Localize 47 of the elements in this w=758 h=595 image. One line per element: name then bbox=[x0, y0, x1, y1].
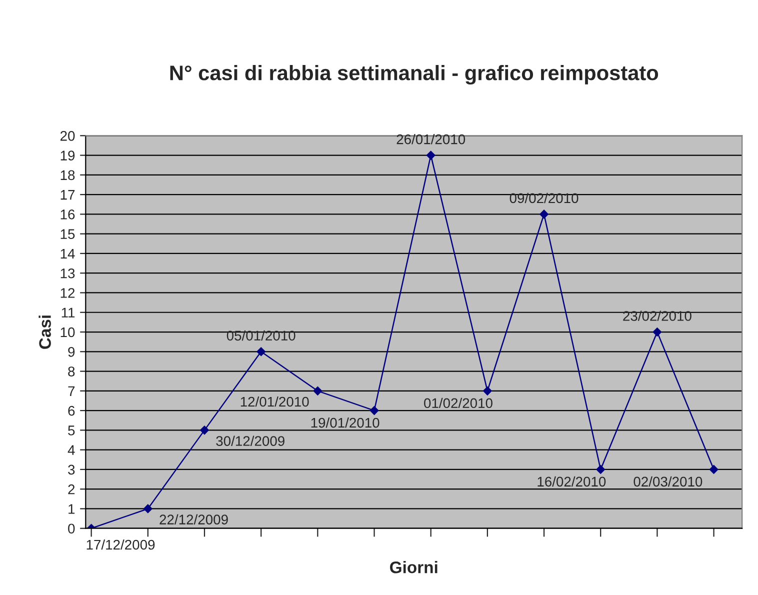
y-tick-label: 2 bbox=[68, 484, 75, 494]
point bbox=[256, 347, 266, 356]
point bbox=[596, 465, 606, 474]
annotation: 09/02/2010 bbox=[510, 192, 578, 204]
annotation: 02/03/2010 bbox=[634, 476, 702, 487]
point bbox=[652, 328, 662, 336]
y-axis-title: Casi bbox=[38, 316, 51, 349]
y-tick-label: 0 bbox=[68, 524, 75, 534]
point bbox=[540, 210, 548, 219]
y-tick-label: 13 bbox=[60, 268, 75, 278]
y-tick-label: 4 bbox=[68, 445, 75, 455]
annotation: 01/02/2010 bbox=[424, 398, 492, 408]
y-tick-label: 12 bbox=[60, 288, 75, 298]
point bbox=[313, 386, 322, 396]
point bbox=[426, 150, 436, 160]
annotation: 23/02/2010 bbox=[623, 310, 692, 321]
annotation: 26/01/2010 bbox=[396, 134, 466, 144]
point bbox=[709, 465, 718, 474]
annotation: 12/01/2010 bbox=[240, 396, 309, 407]
text: 17/12/2009 bbox=[86, 539, 155, 550]
y-tick-label: 11 bbox=[62, 308, 75, 318]
y-tick-label: 3 bbox=[68, 464, 75, 475]
point bbox=[482, 386, 492, 396]
point bbox=[143, 504, 152, 514]
y-tick-label: 10 bbox=[60, 327, 75, 338]
y-tick-label: 15 bbox=[60, 229, 75, 240]
point bbox=[200, 426, 209, 435]
y-tick-label: 20 bbox=[60, 130, 75, 141]
y-tick-label: 5 bbox=[68, 426, 75, 436]
y-tick-label: 19 bbox=[60, 150, 75, 160]
y-tick-label: 17 bbox=[60, 190, 75, 200]
annotation: 22/12/2009 bbox=[160, 514, 228, 524]
y-tick-label: 7 bbox=[68, 386, 75, 396]
annotation: 05/01/2010 bbox=[226, 330, 296, 341]
y-tick-label: 1 bbox=[68, 504, 75, 514]
y-tick-label: 16 bbox=[60, 210, 75, 220]
y-tick-label: 9 bbox=[68, 346, 75, 357]
point bbox=[370, 406, 379, 415]
annotation: 19/01/2010 bbox=[311, 417, 380, 428]
y-tick-label: 8 bbox=[68, 366, 75, 376]
y-tick-label: 14 bbox=[60, 248, 75, 259]
y-tick-label: 6 bbox=[68, 406, 75, 416]
chart-title: N° casi di rabbia settimanali - grafico reimpostato bbox=[170, 65, 658, 85]
annotation: 16/02/2010 bbox=[538, 476, 606, 487]
y-tick-label: 18 bbox=[60, 170, 75, 180]
x-axis-title: Giorni bbox=[390, 561, 438, 574]
annotation: 30/12/2009 bbox=[216, 436, 284, 446]
